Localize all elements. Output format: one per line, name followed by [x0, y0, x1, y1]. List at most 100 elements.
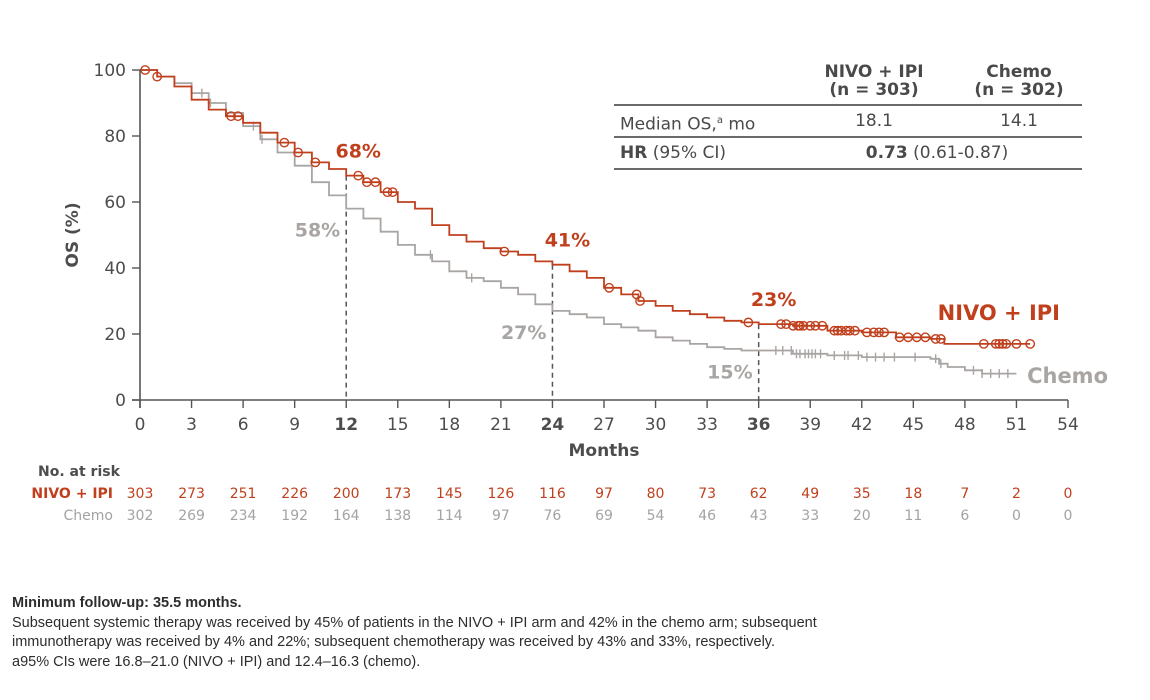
x-axis-title: Months	[568, 441, 639, 461]
y-tick-label: 80	[104, 127, 126, 147]
y-tick-label: 20	[104, 325, 126, 345]
nivo-ipi-censor-mark	[920, 332, 931, 343]
footnote-line: immunotherapy was received by 4% and 22%…	[12, 634, 776, 650]
chemo-milestone-label: 27%	[501, 322, 546, 344]
risk-count: 18	[904, 486, 922, 502]
nivo-ipi-censor-mark	[997, 338, 1008, 349]
nivo-ipi-censor-mark	[930, 334, 941, 344]
nivo-ipi-censor-mark	[353, 170, 364, 181]
risk-count: 269	[178, 508, 205, 524]
nivo-ipi-censor-mark	[844, 325, 855, 336]
risk-count: 76	[544, 508, 562, 524]
nivo-ipi-censor-mark	[935, 334, 946, 344]
nivo-ipi-censor-mark	[499, 246, 510, 257]
nivo-ipi-censor-mark	[994, 338, 1005, 349]
y-tick-label: 60	[104, 193, 126, 213]
x-tick-label: 15	[387, 415, 409, 435]
nivo-ipi-censor-mark	[743, 317, 754, 328]
nivo-ipi-censor-mark	[850, 325, 860, 336]
nivo-ipi-censor-mark	[226, 111, 236, 122]
x-tick-label: 3	[186, 415, 197, 435]
nivo-ipi-censor-mark	[1025, 338, 1036, 349]
nivo-ipi-censor-mark	[279, 137, 290, 148]
risk-count: 54	[647, 508, 665, 524]
risk-row-label-nivo-ipi: NIVO + IPI	[31, 486, 113, 502]
risk-count: 46	[698, 508, 716, 524]
nivo-ipi-censor-mark	[604, 282, 615, 293]
nivo-ipi-censor-mark	[788, 320, 798, 331]
x-tick-label: 30	[645, 415, 667, 435]
risk-count: 97	[492, 508, 510, 524]
risk-count: 11	[904, 508, 922, 524]
nivo-ipi-censor-mark	[310, 157, 321, 168]
hr-label: HR (95% CI)	[620, 143, 727, 163]
risk-count: 0	[1012, 508, 1021, 524]
footnote-line: Subsequent systemic therapy was received…	[12, 614, 817, 631]
chemo-milestone-label: 58%	[295, 220, 340, 242]
risk-count: 303	[127, 486, 154, 502]
nivo-ipi-censor-mark	[817, 320, 828, 331]
x-tick-label: 51	[1006, 415, 1028, 435]
risk-count: 302	[127, 508, 154, 524]
x-tick-label: 54	[1057, 415, 1079, 435]
risk-count: 234	[230, 508, 257, 524]
risk-count: 80	[647, 486, 665, 502]
nivo-ipi-censor-mark	[233, 111, 243, 122]
risk-count: 62	[750, 486, 768, 502]
nivo-ipi-censor-mark	[387, 187, 398, 198]
nivo-ipi-censor-mark	[382, 187, 393, 198]
nivo-ipi-censor-mark	[829, 325, 840, 336]
hr-row: HR (95% CI) 0.73 (0.61-0.87)	[614, 138, 1082, 170]
risk-count: 73	[698, 486, 716, 502]
risk-count: 2	[1012, 486, 1021, 502]
risk-count: 116	[539, 486, 566, 502]
median-os-chemo: 14.1	[1000, 111, 1038, 131]
risk-row-label-chemo: Chemo	[64, 508, 113, 524]
nivo-ipi-censor-mark	[862, 327, 872, 338]
x-tick-label: 0	[135, 415, 146, 435]
stats-table-header: NIVO + IPI (n = 303) Chemo (n = 302)	[614, 60, 1082, 106]
nivo-ipi-censor-mark	[810, 320, 821, 331]
median-os-row: Median OS,a mo 18.1 14.1	[614, 106, 1082, 138]
nivo-milestone-label: 68%	[335, 141, 380, 163]
risk-table-title: No. at risk	[38, 464, 121, 480]
footnotes: Minimum follow-up: 35.5 months. Subseque…	[12, 594, 912, 672]
risk-count: 164	[333, 508, 360, 524]
nivo-milestone-label: 23%	[751, 289, 796, 311]
nivo-ipi-censor-mark	[805, 320, 816, 331]
risk-count: 192	[281, 508, 308, 524]
nivo-ipi-censor-mark	[776, 319, 786, 329]
x-tick-label: 42	[851, 415, 873, 435]
median-os-nivo: 18.1	[855, 111, 893, 131]
x-tick-label: 39	[799, 415, 821, 435]
follow-up-note: Minimum follow-up: 35.5 months.	[12, 595, 242, 611]
x-tick-label: 48	[954, 415, 976, 435]
risk-count: 145	[436, 486, 463, 502]
risk-count: 126	[488, 486, 515, 502]
y-axis-title: OS (%)	[63, 202, 83, 267]
y-tick-label: 40	[104, 259, 126, 279]
nivo-ipi-censor-mark	[868, 327, 879, 338]
nivo-ipi-censor-mark	[152, 71, 163, 82]
risk-count: 97	[595, 486, 613, 502]
risk-count: 43	[750, 508, 768, 524]
risk-count: 6	[960, 508, 969, 524]
nivo-ipi-censor-mark	[635, 296, 645, 306]
x-tick-label: 24	[541, 415, 565, 435]
risk-count: 138	[384, 508, 411, 524]
chemo-curve	[140, 69, 1017, 375]
risk-count: 114	[436, 508, 463, 524]
risk-count: 35	[853, 486, 871, 502]
nivo-ipi-censor-mark	[990, 338, 1001, 349]
x-tick-label: 33	[696, 415, 718, 435]
hr-value: 0.73 (0.61-0.87)	[865, 143, 1009, 163]
header-chemo: Chemo (n = 302)	[974, 62, 1064, 100]
x-tick-label: 21	[490, 415, 512, 435]
risk-count: 251	[230, 486, 257, 502]
risk-count: 0	[1064, 486, 1073, 502]
nivo-ipi-curve	[140, 69, 1031, 345]
legend-chemo: Chemo	[1027, 364, 1108, 388]
y-tick-label: 0	[115, 391, 126, 411]
risk-count: 173	[384, 486, 411, 502]
